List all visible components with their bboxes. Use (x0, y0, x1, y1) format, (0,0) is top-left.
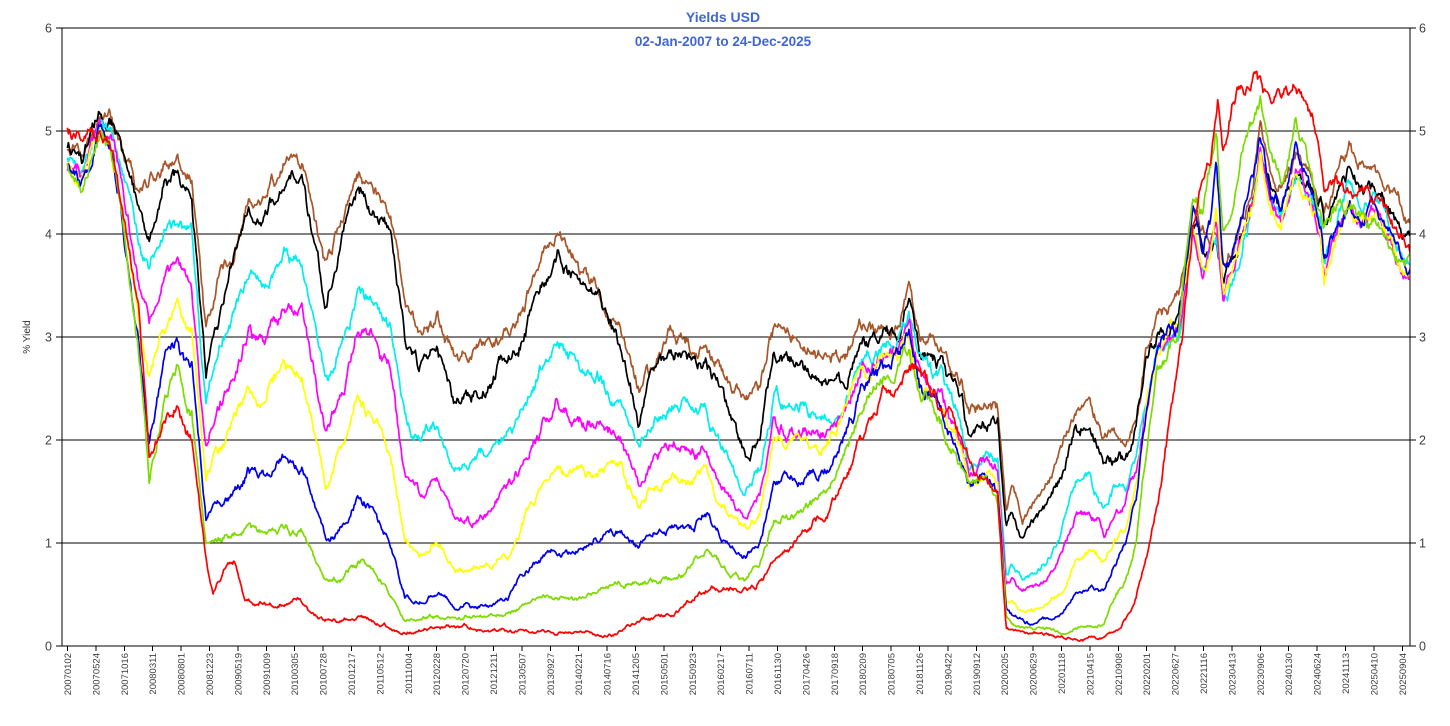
x-tick-label: 20080311 (148, 653, 159, 695)
x-tick-label: 20071016 (120, 653, 131, 695)
series-line-blue (66, 123, 1410, 626)
x-tick-label: 20181126 (915, 653, 926, 695)
x-tick-label: 20070102 (63, 653, 74, 695)
y-axis-label: % Yield (22, 320, 33, 353)
x-tick-label: 20190912 (972, 653, 983, 695)
y-tick-label-left: 0 (45, 640, 52, 654)
x-tick-label: 20130927 (546, 653, 557, 695)
y-tick-label-right: 6 (1419, 22, 1426, 36)
x-tick-label: 20140221 (574, 653, 585, 695)
x-tick-label: 20111004 (404, 653, 415, 694)
x-tick-label: 20221116 (1199, 653, 1210, 694)
x-tick-label: 20200629 (1029, 653, 1040, 695)
y-tick-label-left: 3 (45, 331, 52, 345)
x-tick-label: 20100305 (290, 653, 301, 695)
y-tick-label-left: 4 (45, 228, 52, 242)
x-tick-label: 20201118 (1057, 653, 1068, 694)
x-tick-label: 20110512 (375, 653, 386, 695)
x-tick-label: 20120228 (432, 653, 443, 695)
x-tick-label: 20180209 (858, 653, 869, 695)
y-tick-label-right: 3 (1419, 331, 1426, 345)
y-tick-label-left: 2 (45, 434, 52, 448)
y-tick-label-right: 0 (1419, 640, 1426, 654)
x-tick-label: 20160711 (745, 653, 756, 695)
series-line-yellow (66, 124, 1410, 614)
series-line-green (66, 95, 1410, 636)
y-tick-label-right: 5 (1419, 125, 1426, 139)
x-tick-label: 20250410 (1369, 653, 1380, 695)
y-tick-label-left: 1 (45, 537, 52, 551)
series-layer (66, 70, 1410, 642)
x-tick-label: 20200205 (1000, 653, 1011, 695)
x-tick-label: 20090519 (233, 653, 244, 695)
x-tick-label: 20080801 (177, 653, 188, 695)
series-line-red (66, 70, 1410, 642)
y-tick-label-right: 4 (1419, 228, 1426, 242)
x-tick-label: 20220201 (1142, 653, 1153, 695)
x-tick-label: 20150501 (659, 653, 670, 695)
y-tick-label-right: 2 (1419, 434, 1426, 448)
y-tick-label-left: 6 (45, 22, 52, 36)
x-tick-label: 20240130 (1284, 653, 1295, 695)
chart-title: Yields USD (686, 9, 760, 25)
x-tick-label: 20101217 (347, 653, 358, 695)
x-tick-label: 20250904 (1398, 653, 1409, 695)
x-tick-label: 20121211 (489, 653, 500, 695)
x-tick-label: 20230906 (1256, 653, 1267, 695)
x-tick-label: 20141205 (631, 653, 642, 695)
x-tick-label: 20120720 (461, 653, 472, 695)
x-tick-label: 20170426 (801, 653, 812, 695)
x-tick-label: 20140716 (603, 653, 614, 695)
x-tick-label: 20170918 (830, 653, 841, 695)
x-tick-label: 20241113 (1341, 653, 1352, 694)
x-tick-label: 20160217 (716, 653, 727, 695)
x-tick-label: 20220627 (1171, 653, 1182, 695)
x-tick-label: 20100728 (319, 653, 330, 695)
x-tick-label: 20210415 (1085, 653, 1096, 695)
axis-layer: 0 0 1 1 2 2 3 3 4 4 5 5 6 6 20070102 20070524 20071016 20… (45, 22, 1426, 696)
y-tick-label-right: 1 (1419, 537, 1426, 551)
x-tick-label: 20150923 (688, 653, 699, 695)
chart-subtitle: 02-Jan-2007 to 24-Dec-2025 (635, 34, 812, 49)
x-tick-label: 20081223 (205, 653, 216, 695)
x-tick-label: 20161130 (773, 653, 784, 695)
x-tick-label: 20210908 (1114, 653, 1125, 695)
x-tick-label: 20180705 (887, 653, 898, 695)
y-tick-label-left: 5 (45, 125, 52, 139)
x-tick-label: 20240624 (1313, 653, 1324, 695)
x-tick-label: 20190422 (943, 653, 954, 695)
x-tick-label: 20230413 (1227, 653, 1238, 695)
x-tick-label: 20091009 (262, 653, 273, 695)
series-line-brown (66, 108, 1410, 526)
x-tick-label: 20130507 (517, 653, 528, 695)
x-tick-label: 20070524 (91, 653, 102, 695)
